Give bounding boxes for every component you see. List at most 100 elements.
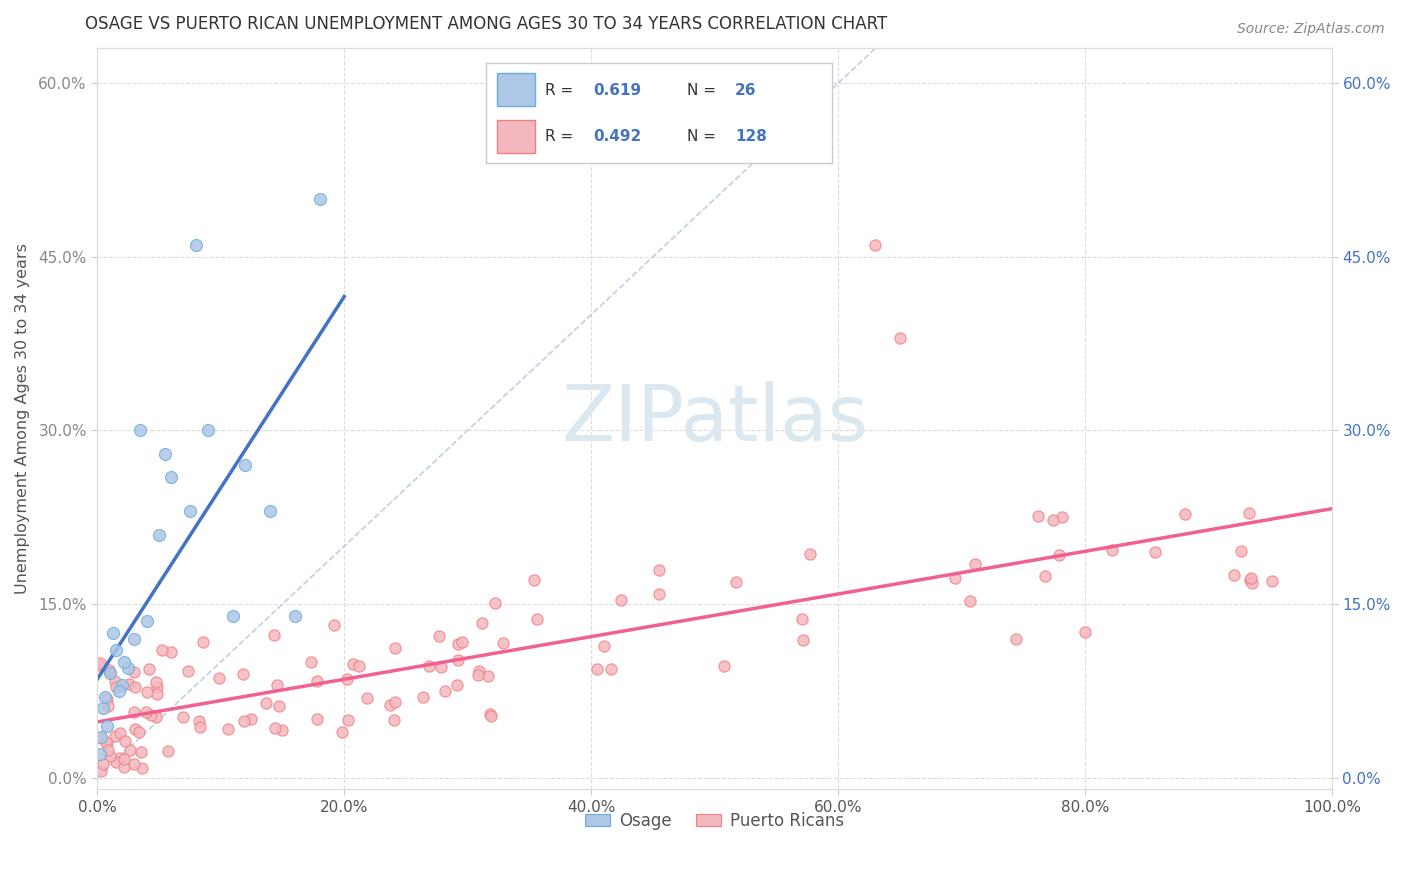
Point <box>1241 575 1264 590</box>
Legend: Osage, Puerto Ricans: Osage, Puerto Ricans <box>579 805 851 837</box>
Point <box>188 720 211 734</box>
Point <box>135 705 157 719</box>
Point <box>138 661 160 675</box>
Point <box>1026 509 1049 524</box>
Point <box>122 665 145 679</box>
Point <box>447 653 470 667</box>
Point <box>124 705 146 719</box>
Point <box>713 659 735 673</box>
Point <box>112 752 135 766</box>
Point <box>146 687 169 701</box>
Point <box>725 574 748 589</box>
Y-axis label: Unemployment Among Ages 30 to 34 years: Unemployment Among Ages 30 to 34 years <box>15 244 30 594</box>
Point <box>1240 571 1263 585</box>
Point <box>217 722 239 736</box>
Point <box>526 612 548 626</box>
Point <box>108 683 131 698</box>
Point <box>1239 506 1261 520</box>
Point <box>446 678 468 692</box>
Point <box>93 690 115 704</box>
Text: OSAGE VS PUERTO RICAN UNEMPLOYMENT AMONG AGES 30 TO 34 YEARS CORRELATION CHART: OSAGE VS PUERTO RICAN UNEMPLOYMENT AMONG… <box>84 15 887 33</box>
Point <box>586 662 609 676</box>
Point <box>384 695 406 709</box>
Point <box>270 723 292 737</box>
Point <box>188 714 211 729</box>
Text: ZIPatlas: ZIPatlas <box>561 381 868 457</box>
Point <box>378 698 401 712</box>
Point <box>347 658 370 673</box>
Point <box>307 712 329 726</box>
Point <box>299 655 322 669</box>
Point <box>197 424 219 438</box>
Point <box>97 699 120 714</box>
Point <box>96 692 118 706</box>
Point <box>1047 548 1070 562</box>
Point <box>433 683 456 698</box>
Point <box>330 725 353 739</box>
Point <box>112 655 135 669</box>
Point <box>91 756 114 771</box>
Point <box>157 744 180 758</box>
Point <box>342 657 364 672</box>
Point <box>412 690 434 705</box>
Point <box>90 731 112 745</box>
Point <box>1033 569 1056 583</box>
Point <box>232 714 254 728</box>
Point <box>108 725 131 739</box>
Point <box>114 734 136 748</box>
Point <box>889 331 911 345</box>
Point <box>322 617 344 632</box>
Point <box>118 676 141 690</box>
Point <box>222 608 245 623</box>
Point <box>105 680 128 694</box>
Point <box>427 629 450 643</box>
Point <box>97 664 120 678</box>
Point <box>124 722 146 736</box>
Point <box>146 680 169 694</box>
Point <box>145 675 167 690</box>
Point <box>111 678 134 692</box>
Point <box>124 680 146 694</box>
Point <box>356 691 378 706</box>
Point <box>136 684 159 698</box>
Point <box>1101 543 1123 558</box>
Point <box>232 666 254 681</box>
Point <box>122 756 145 771</box>
Point <box>94 735 117 749</box>
Point <box>124 632 146 646</box>
Point <box>97 743 120 757</box>
Point <box>160 469 183 483</box>
Point <box>135 615 157 629</box>
Point <box>89 657 111 671</box>
Point <box>110 751 132 765</box>
Point <box>337 713 360 727</box>
Point <box>112 760 135 774</box>
Point <box>943 571 966 585</box>
Point <box>240 712 263 726</box>
Point <box>307 674 329 689</box>
Point <box>176 664 198 678</box>
Point <box>269 699 291 714</box>
Point <box>235 458 257 472</box>
Point <box>284 608 307 623</box>
Point <box>103 626 125 640</box>
Point <box>1239 574 1261 588</box>
Point <box>1005 632 1028 647</box>
Point <box>98 749 121 764</box>
Point <box>792 632 814 647</box>
Point <box>264 721 287 735</box>
Point <box>266 678 288 692</box>
Point <box>1174 507 1197 521</box>
Point <box>150 642 173 657</box>
Point <box>90 764 112 779</box>
Point <box>96 718 118 732</box>
Point <box>430 659 453 673</box>
Point <box>254 696 277 710</box>
Point <box>593 639 616 653</box>
Text: Source: ZipAtlas.com: Source: ZipAtlas.com <box>1237 22 1385 37</box>
Point <box>118 743 141 757</box>
Point <box>479 709 502 723</box>
Point <box>1260 574 1282 589</box>
Point <box>89 747 111 762</box>
Point <box>484 597 506 611</box>
